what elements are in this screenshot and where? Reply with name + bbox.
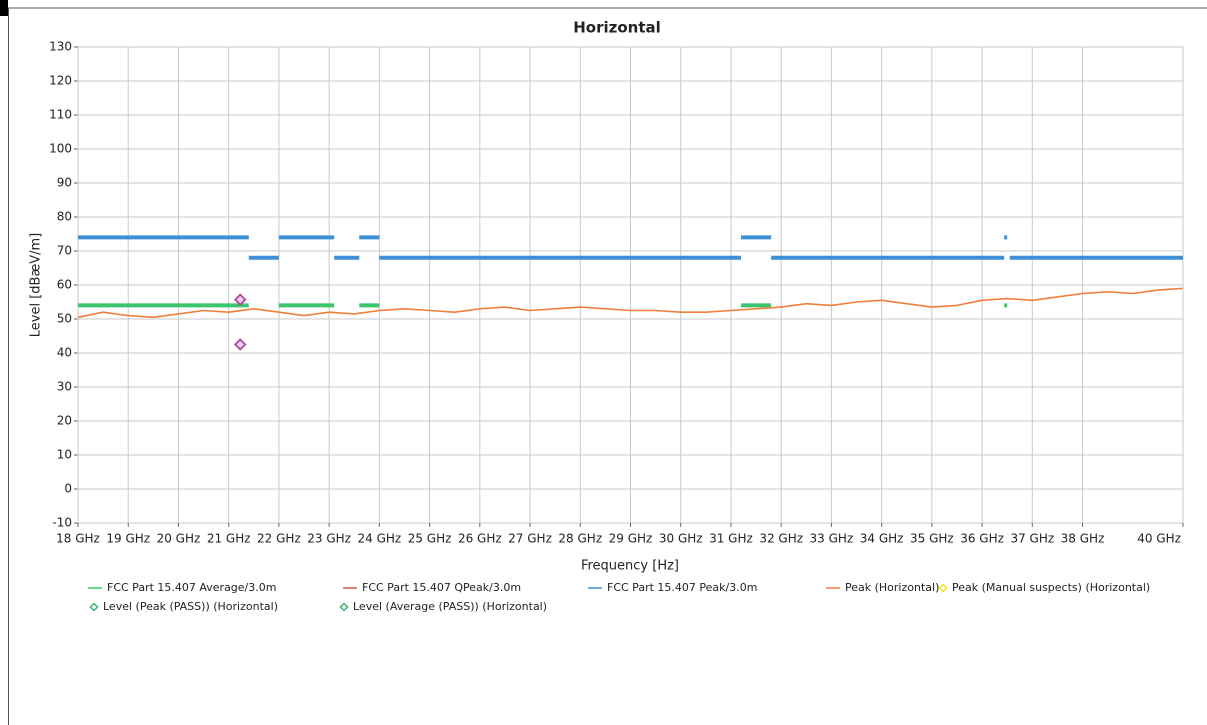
legend-label: FCC Part 15.407 Average/3.0m xyxy=(107,581,276,594)
x-axis-title: Frequency [Hz] xyxy=(581,559,679,574)
x-tick-label: 18 GHz xyxy=(56,532,100,546)
x-tick-label: 20 GHz xyxy=(157,532,201,546)
x-tick-label: 21 GHz xyxy=(207,532,251,546)
x-tick-label: 33 GHz xyxy=(810,532,854,546)
x-tick-label: 23 GHz xyxy=(307,532,351,546)
x-tick-label: 38 GHz xyxy=(1061,532,1105,546)
x-tick-label: 32 GHz xyxy=(759,532,803,546)
x-tick-label: 40 GHz xyxy=(1137,532,1181,546)
y-tick-label: 0 xyxy=(64,482,72,496)
legend-swatch xyxy=(89,602,99,612)
legend-label: Level (Average (PASS)) (Horizontal) xyxy=(353,600,547,613)
legend-label: Peak (Horizontal) xyxy=(845,581,939,594)
y-tick-label: 20 xyxy=(57,414,72,428)
legend-label: FCC Part 15.407 Peak/3.0m xyxy=(607,581,757,594)
chart-title: Horizontal xyxy=(573,19,661,37)
legend-label: Peak (Manual suspects) (Horizontal) xyxy=(952,581,1150,594)
x-tick-label: 26 GHz xyxy=(458,532,502,546)
y-tick-label: 10 xyxy=(57,448,72,462)
legend-label: FCC Part 15.407 QPeak/3.0m xyxy=(362,581,521,594)
x-tick-label: 37 GHz xyxy=(1010,532,1054,546)
trace-line xyxy=(77,287,1184,319)
legend-swatch xyxy=(339,602,349,612)
y-axis-title: Level [dBæV/m] xyxy=(29,233,44,337)
x-tick-label: 27 GHz xyxy=(508,532,552,546)
x-tick-label: 31 GHz xyxy=(709,532,753,546)
y-tick-label: 60 xyxy=(57,278,72,292)
y-tick-label: 80 xyxy=(57,210,72,224)
x-tick-label: 24 GHz xyxy=(358,532,402,546)
y-tick-label: 130 xyxy=(49,40,72,54)
legend-label: Level (Peak (PASS)) (Horizontal) xyxy=(103,600,278,613)
x-tick-label: 22 GHz xyxy=(257,532,301,546)
y-tick-label: -10 xyxy=(52,516,72,530)
y-tick-label: 100 xyxy=(49,142,72,156)
plot xyxy=(77,235,1184,351)
x-tick-label: 25 GHz xyxy=(408,532,452,546)
x-tick-label: 28 GHz xyxy=(558,532,602,546)
x-tick-label: 35 GHz xyxy=(910,532,954,546)
x-tick-label: 29 GHz xyxy=(609,532,653,546)
y-tick-label: 70 xyxy=(57,244,72,258)
y-tick-label: 30 xyxy=(57,380,72,394)
grid: -10 0 10 20 30 40 50 60 70 80 90 100 110 120 130 18 GHz… xyxy=(49,40,1184,546)
y-tick-label: 40 xyxy=(57,346,72,360)
corner-mark xyxy=(0,0,8,16)
legend: FCC Part 15.407 Average/3.0m FCC Part 15.… xyxy=(88,581,1150,613)
y-tick-label: 90 xyxy=(57,176,72,190)
x-tick-label: 30 GHz xyxy=(659,532,703,546)
y-tick-label: 120 xyxy=(49,74,72,88)
x-tick-label: 19 GHz xyxy=(106,532,150,546)
x-tick-label: 34 GHz xyxy=(860,532,904,546)
legend-swatch xyxy=(938,583,948,593)
x-tick-label: 36 GHz xyxy=(960,532,1004,546)
y-tick-label: 110 xyxy=(49,108,72,122)
marker xyxy=(233,293,247,306)
y-tick-label: 50 xyxy=(57,312,72,326)
marker xyxy=(233,338,247,351)
